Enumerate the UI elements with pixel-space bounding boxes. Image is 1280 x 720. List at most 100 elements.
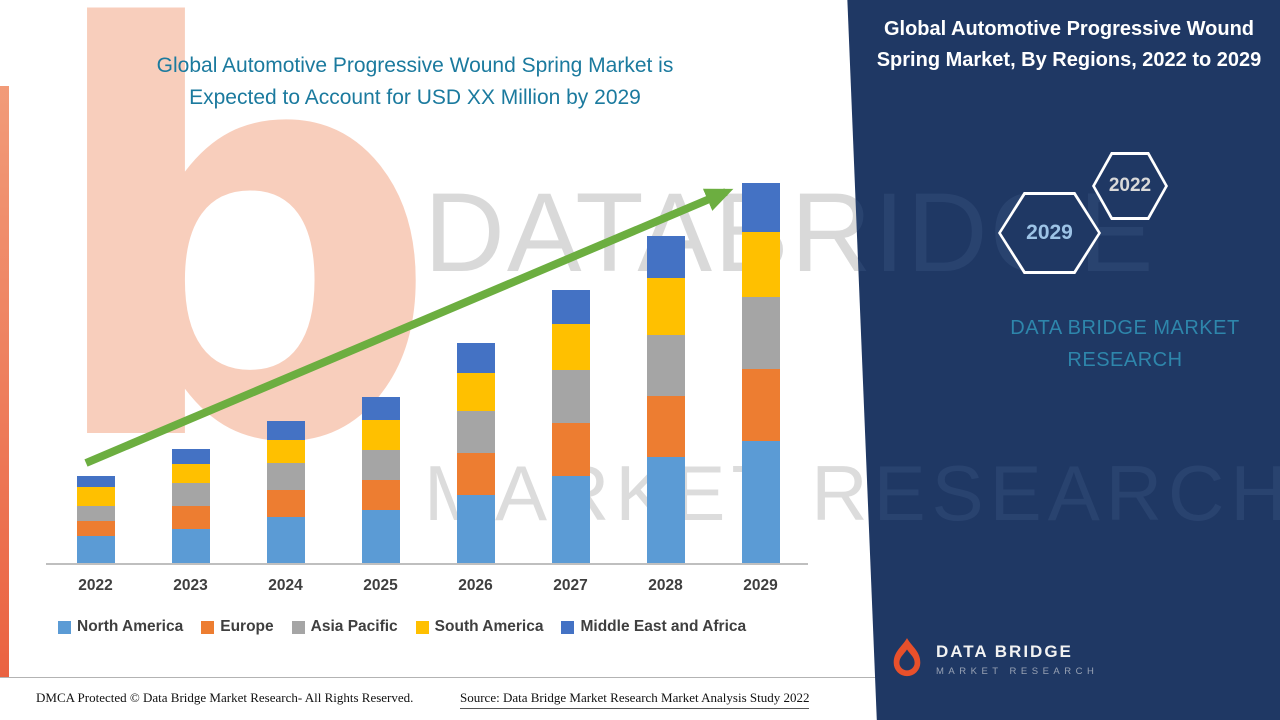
bar-segment-europe [171,506,210,529]
bar-segment-middle-east-and-africa [456,343,495,373]
bar-segment-europe [551,423,590,476]
orange-accent-strip [0,86,9,686]
company-logo: DATA BRIDGE MARKET RESEARCH [888,636,1098,682]
x-axis-label-2026: 2026 [458,577,493,594]
bar-segment-middle-east-and-africa [76,476,115,487]
bar-segment-north-america [76,536,115,563]
legend-item-asia-pacific: Asia Pacific [291,618,398,636]
bar-segment-asia-pacific [76,506,115,521]
hexagon-2022: 2022 [1092,152,1168,220]
stacked-bar-2029 [741,183,780,563]
bar-segment-south-america [266,440,305,463]
bar-segment-middle-east-and-africa [361,397,400,420]
bar-segment-europe [361,480,400,510]
bar-segment-north-america [551,476,590,563]
legend-item-middle-east-and-africa: Middle East and Africa [561,618,746,636]
bar-segment-middle-east-and-africa [551,290,590,324]
bar-column-2025: 2025 [333,150,428,594]
bar-segment-north-america [266,517,305,563]
bar-segment-asia-pacific [171,483,210,506]
legend-swatch-europe [201,620,215,634]
x-axis-label-2025: 2025 [363,577,398,594]
stacked-bar-2022 [76,476,115,563]
bar-segment-asia-pacific [361,450,400,480]
bar-column-2026: 2026 [428,150,523,594]
bar-column-2029: 2029 [713,150,808,594]
brand-text: DATA BRIDGE MARKET RESEARCH [1010,317,1240,371]
x-axis-label-2022: 2022 [78,577,113,594]
stacked-bar-2023 [171,449,210,563]
legend-swatch-north-america [58,620,71,634]
legend: North America Europe Asia Pacific South Ame… [58,618,746,636]
x-axis-label-2029: 2029 [743,577,778,594]
bar-segment-europe [76,521,115,536]
bar-plot: 2022 2023 2024 2025 2026 2027 2028 2029 [48,150,808,594]
legend-swatch-asia-pacific [291,620,305,634]
bar-segment-asia-pacific [741,297,780,369]
x-axis-label-2023: 2023 [173,577,208,594]
bar-segment-europe [266,490,305,517]
stacked-bar-2026 [456,343,495,563]
logo-subtitle: MARKET RESEARCH [936,665,1099,677]
chart-title-line1: Global Automotive Progressive Wound Spri… [156,54,674,77]
legend-swatch-middle-east-and-africa [561,620,575,634]
chart-title-line2: Expected to Account for USD XX Million b… [189,86,641,109]
stacked-bar-2027 [551,290,590,563]
stacked-bar-2025 [361,397,400,563]
bar-segment-south-america [551,324,590,370]
bar-segment-middle-east-and-africa [646,236,685,278]
x-axis-label-2027: 2027 [553,577,588,594]
legend-label-south-america: South America [434,618,544,635]
bar-segment-north-america [646,457,685,563]
dmca-notice: DMCA Protected © Data Bridge Market Rese… [36,690,414,705]
legend-item-south-america: South America [415,618,544,636]
panel-watermark-market-research: MARKET RESEARCH [424,449,1280,537]
bar-segment-north-america [456,495,495,563]
legend-label-north-america: North America [77,618,184,635]
bar-segment-asia-pacific [456,411,495,453]
legend-label-europe: Europe [220,618,274,635]
legend-label-asia-pacific: Asia Pacific [310,618,398,635]
bar-segment-north-america [741,441,780,563]
bar-segment-south-america [76,487,115,506]
legend-label-middle-east-and-africa: Middle East and Africa [580,618,747,635]
hexagon-2029: 2029 [998,192,1101,274]
bar-segment-middle-east-and-africa [266,421,305,440]
panel-title: Global Automotive Progressive Wound Spri… [876,18,1262,71]
bar-segment-south-america [361,420,400,450]
bar-segment-europe [741,369,780,441]
bar-segment-asia-pacific [646,335,685,396]
x-axis-line [46,563,808,565]
source-citation: Source: Data Bridge Market Research Mark… [460,690,810,709]
bar-segment-south-america [456,373,495,411]
bar-column-2024: 2024 [238,150,333,594]
bar-segment-north-america [171,529,210,563]
chart-title: Global Automotive Progressive Wound Spri… [60,50,770,114]
legend-swatch-south-america [415,620,429,634]
bar-segment-south-america [646,278,685,335]
stacked-bar-2028 [646,236,685,563]
legend-item-north-america: North America [58,618,183,636]
flame-logo-icon [893,638,921,677]
bar-segment-middle-east-and-africa [171,449,210,464]
bar-column-2027: 2027 [523,150,618,594]
bar-segment-europe [456,453,495,495]
bar-segment-asia-pacific [551,370,590,423]
bar-column-2023: 2023 [143,150,238,594]
bar-segment-north-america [361,510,400,563]
logo-title: DATA BRIDGE [936,641,1073,661]
bar-segment-asia-pacific [266,463,305,490]
logo-text: DATA BRIDGE MARKET RESEARCH [936,642,1098,677]
bar-segment-south-america [171,464,210,483]
bar-column-2022: 2022 [48,150,143,594]
legend-item-europe: Europe [201,618,274,636]
footer: DMCA Protected © Data Bridge Market Rese… [0,677,880,720]
bar-segment-middle-east-and-africa [741,183,780,232]
x-axis-label-2028: 2028 [648,577,683,594]
x-axis-label-2024: 2024 [268,577,303,594]
bar-segment-south-america [741,232,780,297]
bar-column-2028: 2028 [618,150,713,594]
bar-segment-europe [646,396,685,457]
